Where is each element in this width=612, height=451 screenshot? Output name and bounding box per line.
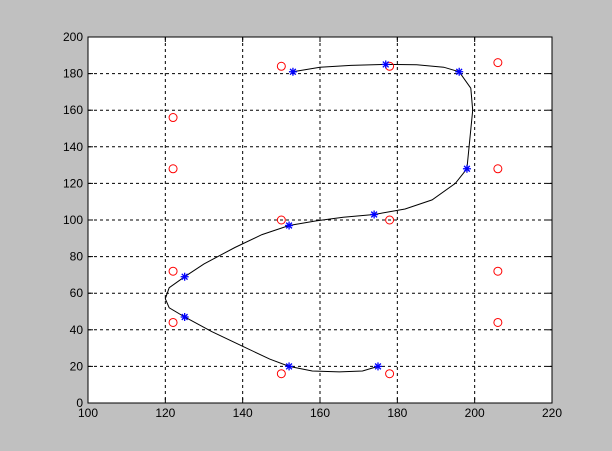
circle-point	[493, 58, 503, 68]
circle-point	[276, 215, 286, 225]
circle-point	[493, 266, 503, 276]
y-tick-label: 80	[70, 250, 84, 264]
circle-point	[168, 113, 178, 123]
y-tick-label: 0	[76, 396, 83, 410]
circle-point	[276, 369, 286, 379]
asterisk-point	[288, 67, 297, 76]
x-tick-label: 140	[233, 406, 253, 420]
x-tick-label: 180	[387, 406, 407, 420]
x-tick-label: 200	[465, 406, 485, 420]
x-tick-label: 100	[78, 406, 98, 420]
tick-labels: 100 120 140 160 180 200 220 0 20 40 60 80 100 120 140 1…	[63, 30, 562, 420]
y-tick-label: 120	[63, 176, 83, 190]
asterisk-point	[180, 272, 189, 281]
y-tick-label: 40	[70, 323, 84, 337]
asterisk-point	[285, 221, 294, 230]
asterisk-point	[285, 362, 294, 371]
circle-point	[276, 61, 286, 71]
circle-point	[168, 317, 178, 327]
circle-point	[168, 164, 178, 174]
circle-point	[385, 369, 395, 379]
asterisk-point	[455, 67, 464, 76]
circle-point	[493, 317, 503, 327]
circle-point	[385, 215, 395, 225]
x-tick-label: 160	[310, 406, 330, 420]
asterisk-point	[180, 312, 189, 321]
asterisk-point	[381, 60, 390, 69]
x-tick-label: 120	[155, 406, 175, 420]
y-tick-label: 140	[63, 140, 83, 154]
asterisk-point	[370, 210, 379, 219]
y-tick-label: 160	[63, 103, 83, 117]
y-tick-label: 60	[70, 286, 84, 300]
y-tick-label: 200	[63, 30, 83, 44]
asterisk-point	[462, 164, 471, 173]
circle-point	[168, 266, 178, 276]
asterisk-series	[180, 60, 471, 371]
x-tick-label: 220	[542, 406, 562, 420]
y-tick-label: 180	[63, 67, 83, 81]
circle-point	[493, 164, 503, 174]
axis-ticks	[87, 36, 553, 404]
asterisk-point	[374, 362, 382, 371]
y-tick-label: 20	[70, 359, 84, 373]
y-tick-label: 100	[63, 213, 83, 227]
circle-series	[168, 58, 503, 379]
